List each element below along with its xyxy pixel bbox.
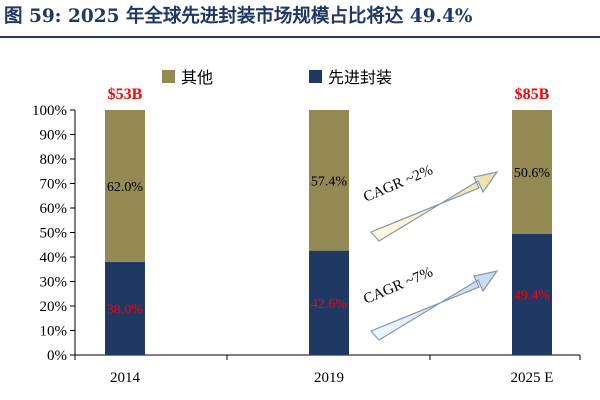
bar-segment-advanced xyxy=(309,250,349,355)
y-tick-label: 0% xyxy=(47,348,67,364)
cagr-arrow-other xyxy=(369,171,499,242)
cagr-label-other: CAGR ~2% xyxy=(361,162,435,205)
y-tick-label: 60% xyxy=(40,201,68,217)
y-tick-label: 80% xyxy=(40,152,68,168)
legend-label-other: 其他 xyxy=(181,69,213,87)
data-label-advanced: 49.4% xyxy=(514,288,551,303)
cagr-label-advanced: CAGR ~7% xyxy=(361,264,435,307)
data-label-advanced: 42.6% xyxy=(311,297,348,312)
legend-swatch-other xyxy=(162,70,175,83)
y-tick-label: 70% xyxy=(40,177,68,193)
y-tick-label: 50% xyxy=(40,226,68,242)
bar-segment-advanced xyxy=(512,233,552,355)
y-tick-label: 20% xyxy=(40,299,68,315)
data-label-other: 57.4% xyxy=(311,174,348,189)
y-tick-label: 90% xyxy=(40,128,68,144)
data-label-other: 62.0% xyxy=(107,180,144,195)
bar-segment-other xyxy=(105,110,145,262)
y-tick-label: 30% xyxy=(40,275,68,291)
legend-swatch-advanced xyxy=(309,70,322,83)
y-tick-label: 40% xyxy=(40,250,68,266)
bar-segment-other xyxy=(309,110,349,251)
x-tick-label: 2025 E xyxy=(511,370,554,386)
data-label-advanced: 38.0% xyxy=(107,302,144,317)
x-tick-label: 2019 xyxy=(314,370,344,386)
x-tick-label: 2014 xyxy=(110,370,141,386)
bar-segment-advanced xyxy=(105,261,145,355)
legend-label-advanced: 先进封装 xyxy=(328,69,392,87)
y-tick-label: 100% xyxy=(32,103,67,119)
total-label: $85B xyxy=(515,86,550,103)
figure-title: 图 59: 2025 年全球先进封装市场规模占比将达 49.4% xyxy=(4,6,473,27)
y-tick-label: 10% xyxy=(40,324,68,340)
total-label: $53B xyxy=(108,86,143,103)
title-divider xyxy=(0,36,600,38)
data-label-other: 50.6% xyxy=(514,166,551,181)
bar-segment-other xyxy=(512,110,552,234)
cagr-arrow-advanced xyxy=(369,270,499,341)
